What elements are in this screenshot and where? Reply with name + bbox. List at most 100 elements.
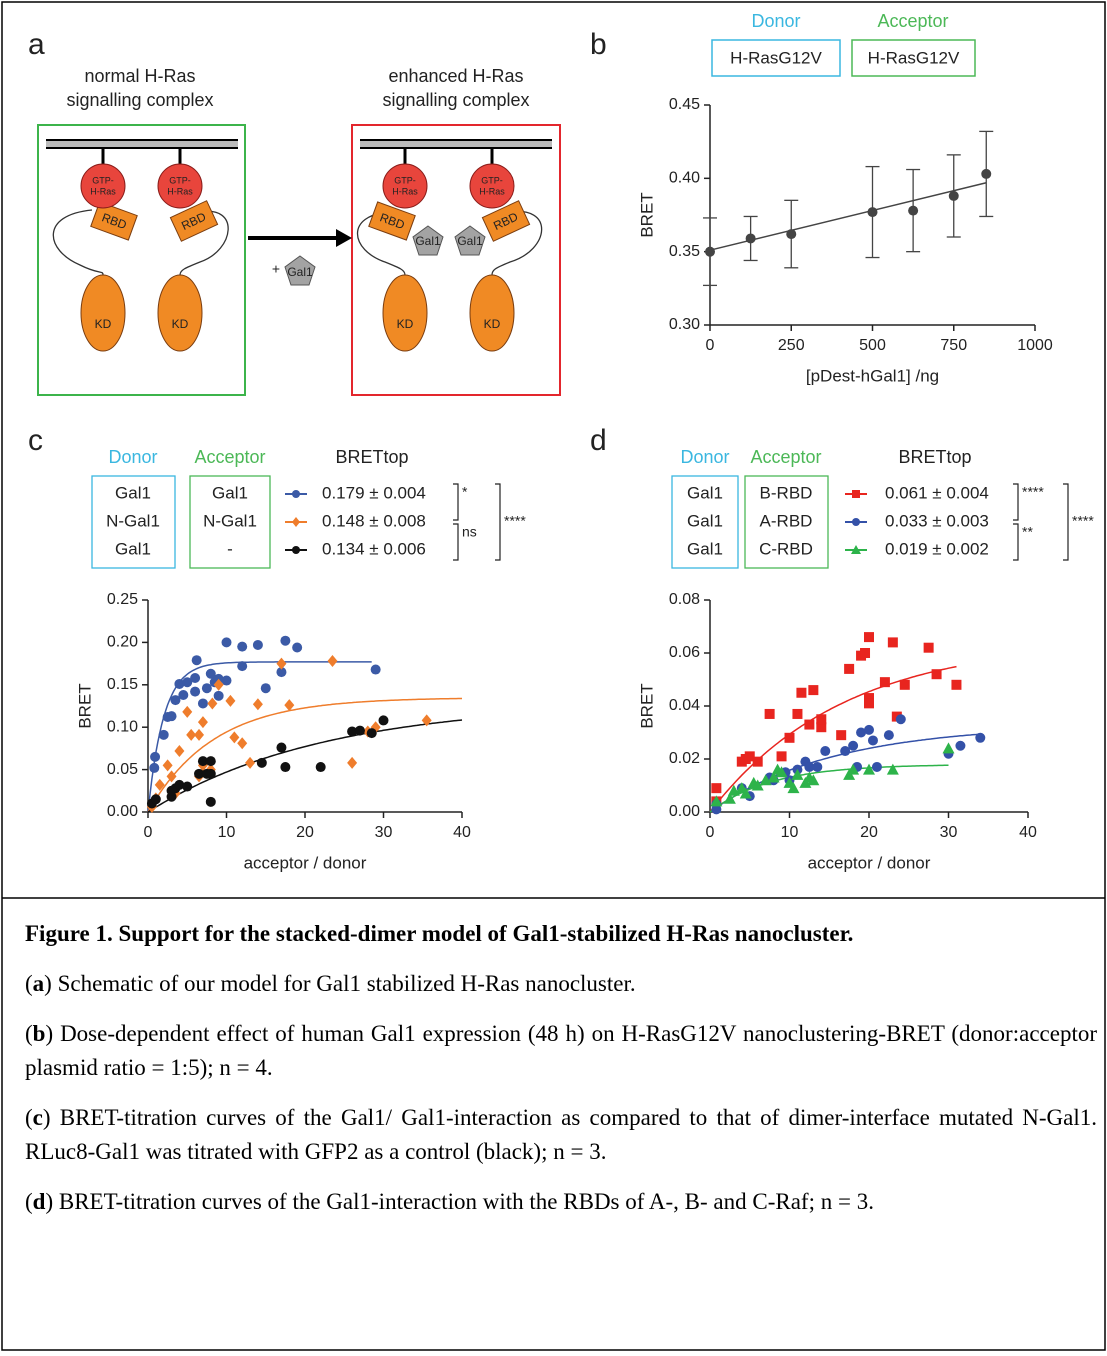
legend-donor: Gal1 <box>115 539 151 558</box>
significance-bracket <box>1013 483 1019 521</box>
y-tick-label: 0.35 <box>669 243 700 260</box>
point <box>856 727 867 738</box>
legend-marker <box>292 517 300 527</box>
point <box>812 761 823 772</box>
point <box>205 796 216 807</box>
x-tick-label: 20 <box>296 824 314 841</box>
legend-acceptor: - <box>227 539 233 558</box>
y-tick-label: 0.06 <box>669 644 700 661</box>
point <box>787 782 800 794</box>
schematic-title: enhanced H-Ras signalling complex <box>382 66 530 110</box>
significance-bracket <box>1013 523 1019 561</box>
point <box>767 771 780 783</box>
y-tick-label: 0.04 <box>669 697 700 714</box>
point <box>207 697 218 710</box>
x-axis-label: [pDest-hGal1] /ng <box>806 366 939 385</box>
caption-text: a <box>32 971 45 996</box>
point <box>178 689 189 700</box>
legend-bret-top: 0.061 ± 0.004 <box>885 483 989 502</box>
y-tick-label: 0.20 <box>107 634 138 651</box>
significance-label: ns <box>462 524 477 540</box>
legend-donor: Gal1 <box>687 511 723 530</box>
point <box>252 639 263 650</box>
point <box>836 730 847 741</box>
point <box>186 728 197 741</box>
legend-bret-top: 0.148 ± 0.008 <box>322 511 426 530</box>
legend-header: BRETtop <box>335 447 408 467</box>
y-tick-label: 0.15 <box>107 676 138 693</box>
point <box>895 714 906 725</box>
point <box>260 683 271 694</box>
x-tick-label: 1000 <box>1017 337 1053 354</box>
caption-title: Figure 1. Support for the stacked-dimer … <box>25 921 854 946</box>
legend-acceptor: B-RBD <box>760 483 813 502</box>
panel-label: b <box>590 28 607 61</box>
y-tick-label: 0.08 <box>669 591 700 608</box>
point <box>705 246 715 257</box>
point <box>166 711 177 722</box>
normal-box <box>37 124 246 396</box>
fit-curve <box>709 764 949 813</box>
gal1-label: Gal1 <box>415 234 441 248</box>
point <box>150 794 161 805</box>
enhanced-box <box>351 124 561 396</box>
legend-marker <box>852 518 860 526</box>
point <box>150 751 161 762</box>
x-tick-label: 10 <box>781 824 799 841</box>
significance-bracket <box>453 483 459 521</box>
caption-item: (b) Dose-dependent effect of human Gal1 … <box>25 1017 1097 1085</box>
point <box>744 751 755 762</box>
ras-label: H-Ras <box>392 186 418 196</box>
point <box>194 768 205 779</box>
point <box>786 229 797 240</box>
point <box>213 678 224 691</box>
tethers <box>52 209 543 276</box>
caption-text: d <box>32 1189 46 1214</box>
ras-label: GTP- <box>169 175 191 185</box>
point <box>816 714 827 725</box>
kd-label: KD <box>484 317 501 331</box>
x-tick-label: 10 <box>218 824 236 841</box>
schematic-title: normal H-Ras signalling complex <box>66 66 214 110</box>
legend-header: BRETtop <box>898 447 971 467</box>
caption-text: ) BRET-titration curves of the Gal1/ Gal… <box>25 1105 1097 1164</box>
ras-label: GTP- <box>481 175 503 185</box>
legend-header: Acceptor <box>750 447 821 467</box>
gal1-label: Gal1 <box>287 265 313 279</box>
point <box>791 768 804 780</box>
y-axis-label: BRET <box>637 683 656 728</box>
point <box>280 635 291 646</box>
point <box>848 740 859 751</box>
significance-label: **** <box>1022 484 1044 500</box>
ras-labels: GTP- H-Ras GTP- H-Ras GTP- H-Ras GTP- H-… <box>90 175 505 196</box>
plus-label: + <box>272 261 280 277</box>
fit-curve <box>147 719 463 813</box>
point <box>840 746 851 757</box>
point <box>237 737 248 750</box>
point <box>764 708 775 719</box>
point <box>292 642 303 653</box>
point <box>149 762 160 773</box>
point <box>948 190 959 201</box>
point <box>190 686 201 697</box>
point <box>225 694 236 707</box>
point <box>327 655 338 668</box>
caption-text: ) Dose-dependent effect of human Gal1 ex… <box>25 1021 1097 1080</box>
x-tick-label: 500 <box>859 337 886 354</box>
gal1-label: Gal1 <box>457 234 483 248</box>
panel-label: c <box>28 424 43 457</box>
caption-item: (d) BRET-titration curves of the Gal1-in… <box>25 1185 1097 1219</box>
significance-label: * <box>462 484 468 500</box>
point <box>951 679 962 690</box>
caption: Figure 1. Support for the stacked-dimer … <box>25 917 1097 1235</box>
schematic: GTP- H-Ras GTP- H-Ras GTP- H-Ras GTP- H-… <box>37 124 561 396</box>
point <box>807 774 820 786</box>
x-axis-label: acceptor / donor <box>244 853 367 872</box>
point <box>197 756 208 767</box>
point <box>710 795 723 807</box>
legend-box <box>671 475 739 569</box>
point <box>284 699 295 712</box>
